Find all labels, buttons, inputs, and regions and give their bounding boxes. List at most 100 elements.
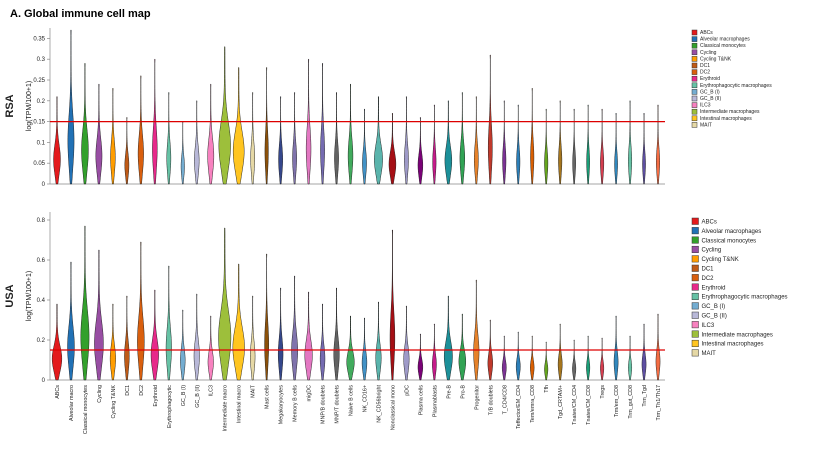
y-tick-label: 0 bbox=[42, 182, 46, 188]
legend-label: Intestinal macrophages bbox=[702, 342, 764, 348]
x-tick-label: Tgd_CRTAM+ bbox=[558, 385, 564, 419]
legend-swatch bbox=[691, 36, 698, 42]
legend-label: Intestinal macrophages bbox=[700, 116, 752, 122]
x-tick-label: Pre-B bbox=[446, 385, 452, 399]
violin-rsa-36 bbox=[544, 108, 549, 185]
y-axis-label: log(TPM/100+1) bbox=[26, 81, 33, 131]
panel-label: RSA bbox=[4, 94, 16, 117]
violin-rsa-1 bbox=[53, 96, 61, 185]
legend-label: Cycling T&NK bbox=[702, 257, 739, 263]
x-tick-label: Classical monocytes bbox=[83, 385, 89, 434]
violin-usa-1 bbox=[51, 303, 63, 381]
x-tick-label: GC_B (I) bbox=[181, 385, 187, 406]
legend-swatch bbox=[691, 330, 699, 338]
violin-usa-42 bbox=[628, 335, 633, 381]
violin-rsa-26 bbox=[404, 96, 409, 185]
legend-swatch bbox=[691, 292, 699, 300]
legend-label: Erythroid bbox=[702, 285, 726, 291]
legend-label: ABCs bbox=[702, 220, 717, 226]
y-tick-label: 0.4 bbox=[37, 298, 46, 304]
y-tick-label: 0.2 bbox=[37, 338, 46, 344]
x-tick-label: Tnaive/CM_CD8 bbox=[586, 385, 592, 425]
legend-label: GC_B (I) bbox=[700, 89, 720, 95]
violin-usa-38 bbox=[572, 339, 577, 381]
violin-rsa-32 bbox=[487, 54, 493, 185]
legend-swatch bbox=[691, 283, 699, 291]
violin-rsa-16 bbox=[264, 67, 269, 185]
legend-swatch bbox=[691, 42, 698, 49]
violin-rsa-23 bbox=[362, 108, 367, 185]
legend-swatch bbox=[691, 311, 699, 319]
violin-usa-22 bbox=[346, 315, 355, 381]
violin-usa-27 bbox=[417, 333, 424, 381]
legend-label: Alveolar macrophages bbox=[700, 37, 750, 43]
x-tick-label: Intestinal macro bbox=[237, 385, 243, 423]
legend-label: GC_B (II) bbox=[700, 96, 721, 102]
violin-rsa-25 bbox=[388, 113, 397, 185]
violin-rsa-12 bbox=[207, 83, 215, 185]
violin-usa-3 bbox=[80, 225, 90, 381]
legend-swatch bbox=[691, 236, 699, 244]
x-tick-label: NK_CD56bright bbox=[376, 385, 382, 423]
violin-rsa-13 bbox=[218, 46, 231, 185]
legend-label: Intermediate macrophages bbox=[702, 332, 773, 338]
violin-usa-35 bbox=[530, 335, 535, 381]
y-tick-label: 0.2 bbox=[37, 99, 46, 105]
violin-usa-20 bbox=[319, 303, 326, 381]
panel-label: USA bbox=[4, 284, 16, 307]
violin-usa-10 bbox=[180, 309, 186, 381]
violin-rsa-34 bbox=[516, 104, 521, 185]
violin-rsa-33 bbox=[502, 100, 507, 185]
violin-rsa-28 bbox=[432, 104, 437, 185]
violin-usa-19 bbox=[304, 291, 313, 381]
x-tick-label: GC_B (II) bbox=[195, 385, 201, 408]
violin-usa-28 bbox=[432, 323, 437, 381]
legend-swatch bbox=[691, 217, 699, 225]
y-tick-label: 0.15 bbox=[33, 120, 45, 126]
legend-swatch bbox=[691, 255, 699, 263]
x-tick-label: Tnaive/CM_CD4 bbox=[572, 385, 578, 425]
violin-rsa-11 bbox=[194, 100, 200, 185]
violin-rsa-10 bbox=[180, 121, 185, 185]
legend-label: DC2 bbox=[702, 276, 715, 282]
legend-swatch bbox=[691, 29, 698, 36]
violin-usa-12 bbox=[207, 315, 214, 381]
x-tick-label: Teffector/EM_CD4 bbox=[516, 385, 522, 429]
violin-usa-8 bbox=[150, 289, 159, 381]
x-tick-label: Intermediate macro bbox=[223, 385, 229, 431]
violin-usa-11 bbox=[193, 293, 200, 381]
y-tick-label: 0.3 bbox=[37, 57, 46, 63]
violin-rsa-4 bbox=[95, 83, 103, 185]
legend-label: GC_B (I) bbox=[702, 304, 726, 310]
violin-usa-18 bbox=[291, 275, 298, 381]
legend-swatch bbox=[691, 62, 698, 69]
violin-rsa-17 bbox=[278, 96, 283, 185]
legend-swatch bbox=[691, 108, 698, 115]
legend-swatch bbox=[691, 69, 698, 75]
legend-swatch bbox=[691, 227, 699, 235]
legend-label: ILC3 bbox=[702, 323, 715, 329]
legend-swatch bbox=[691, 115, 698, 122]
y-axis-label: log(TPM/100+1) bbox=[26, 271, 33, 321]
legend-label: DC2 bbox=[700, 70, 710, 76]
violin-rsa-20 bbox=[320, 63, 325, 185]
legend-label: GC_B (II) bbox=[702, 314, 727, 320]
x-tick-label: Progenitor bbox=[474, 385, 480, 410]
legend-label: Erythroid bbox=[700, 76, 720, 82]
y-tick-label: 0.25 bbox=[33, 78, 45, 84]
x-tick-label: NK_CD16+ bbox=[362, 385, 368, 412]
violin-usa-21 bbox=[333, 287, 340, 381]
violin-rsa-39 bbox=[586, 104, 590, 185]
violin-rsa-44 bbox=[656, 104, 660, 185]
y-tick-label: 0.8 bbox=[37, 218, 46, 224]
violin-usa-41 bbox=[613, 315, 619, 381]
y-tick-label: 0.6 bbox=[37, 258, 46, 264]
legend-label: DC1 bbox=[700, 63, 710, 69]
violin-usa-39 bbox=[586, 335, 591, 381]
violin-usa-7 bbox=[137, 241, 145, 381]
violin-rsa-42 bbox=[628, 100, 633, 185]
violin-usa-17 bbox=[277, 287, 284, 381]
